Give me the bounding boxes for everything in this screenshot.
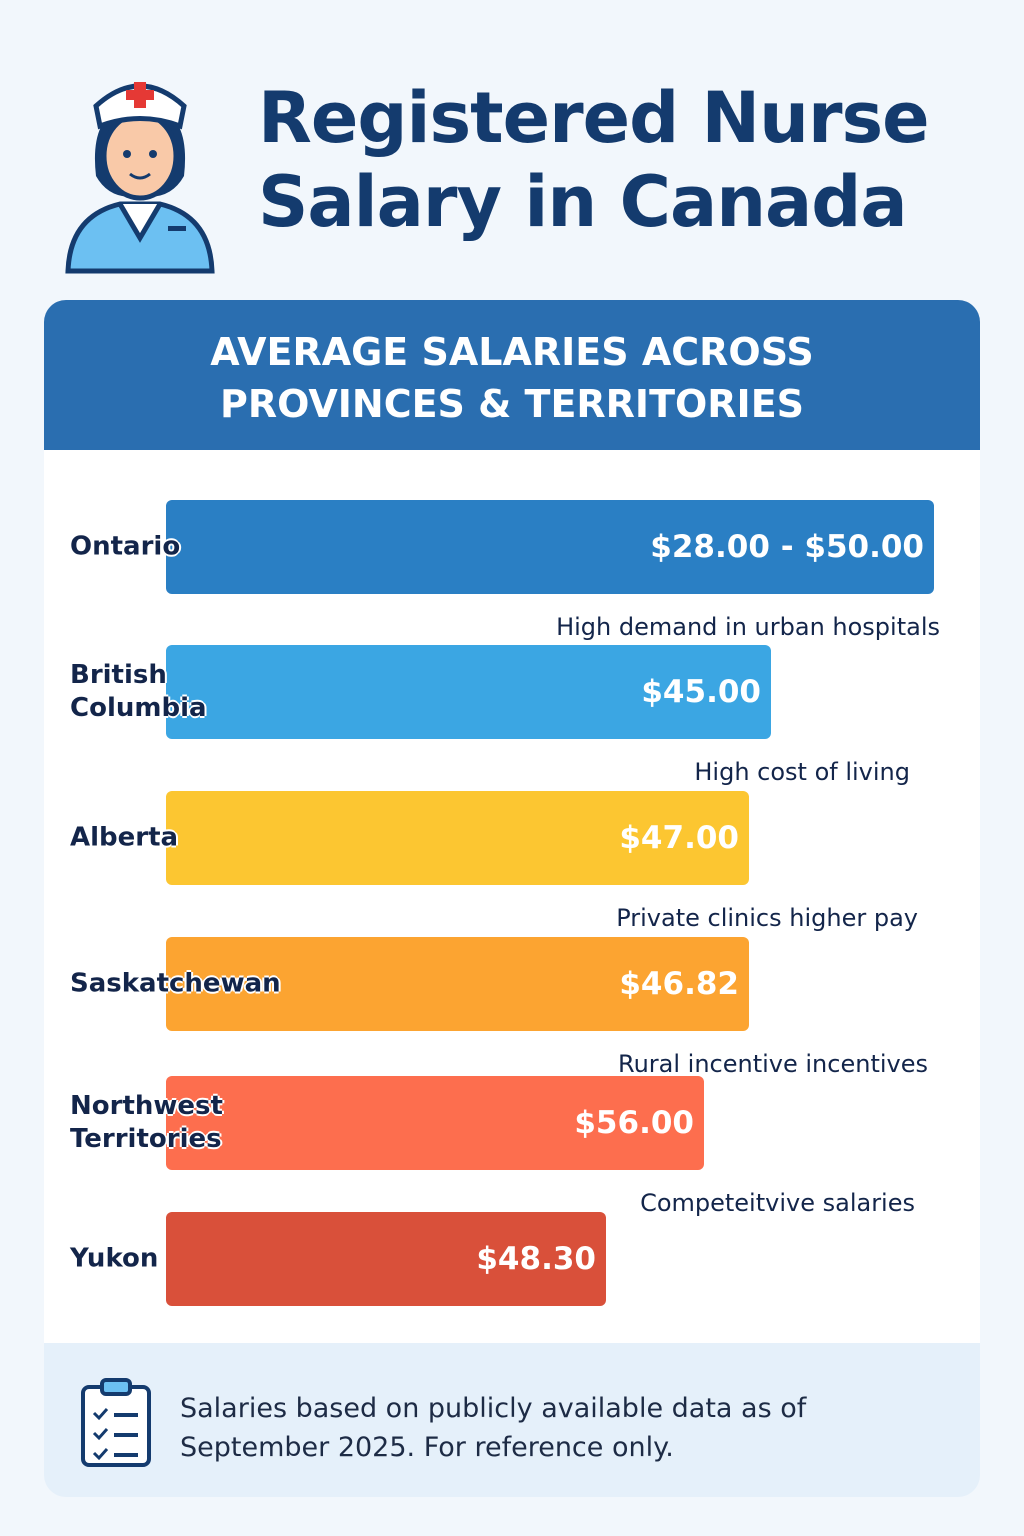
salary-bar: $47.00	[166, 791, 749, 885]
salary-bar: $48.30	[166, 1212, 606, 1306]
panel-heading: AVERAGE SALARIES ACROSS PROVINCES & TERR…	[44, 300, 980, 450]
salary-bar: $28.00 - $50.00	[166, 500, 934, 594]
salary-bar: $56.00	[166, 1076, 704, 1170]
salary-bar: $45.00	[166, 645, 771, 739]
salary-panel: AVERAGE SALARIES ACROSS PROVINCES & TERR…	[44, 300, 980, 1343]
title: Registered Nurse Salary in Canada	[258, 77, 930, 243]
row-note: Rural incentive incentives	[617, 1050, 928, 1078]
row-label: British Columbia	[70, 660, 207, 723]
row-label: Yukon	[70, 1243, 159, 1274]
row-label: Alberta	[70, 822, 179, 853]
footer-text: Salaries based on publicly available dat…	[180, 1393, 807, 1463]
row-note: High cost of living	[694, 758, 910, 786]
salary-bar: $46.82	[166, 937, 749, 1031]
nurse-icon	[65, 82, 215, 274]
row-label: Saskatchewan	[70, 968, 281, 999]
footer: Salaries based on publicly available dat…	[44, 1343, 980, 1497]
row-note: Competeitvive salaries	[640, 1189, 915, 1217]
row-label: Northwest Territories	[70, 1091, 223, 1154]
clipboard-icon	[81, 1378, 151, 1467]
row-note: Private clinics higher pay	[616, 904, 918, 932]
row-note: High demand in urban hospitals	[556, 613, 940, 641]
row-label: Ontario	[70, 531, 181, 562]
rows: $28.00 - $50.00 Ontario High demand in urb…	[44, 300, 980, 1343]
